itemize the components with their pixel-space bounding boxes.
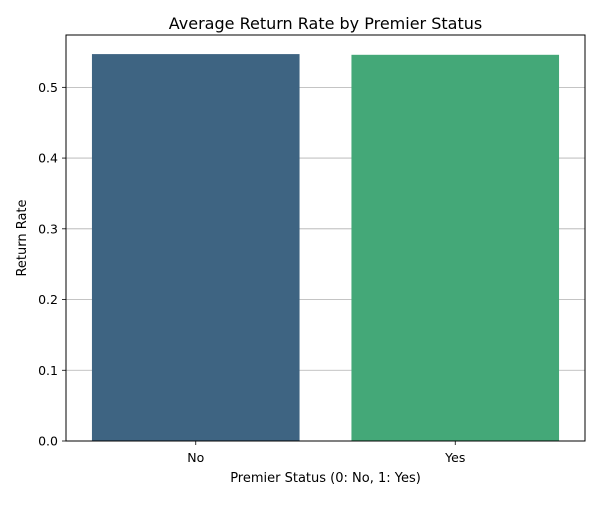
y-axis: 0.0 0.1 0.2 0.3 0.4 0.5 — [38, 80, 66, 449]
y-tick-label: 0.4 — [38, 151, 58, 166]
bar-yes — [351, 54, 560, 442]
y-tick-label: 0.2 — [38, 292, 58, 307]
x-tick-label: No — [187, 450, 204, 465]
bar-no — [91, 54, 300, 441]
x-axis-label: Premier Status (0: No, 1: Yes) — [230, 471, 421, 486]
x-axis: No Yes — [187, 441, 465, 465]
bars — [91, 54, 560, 442]
y-tick-label: 0.3 — [38, 221, 58, 236]
y-tick-label: 0.0 — [38, 434, 58, 449]
y-tick-label: 0.5 — [38, 80, 58, 95]
x-tick-label: Yes — [444, 450, 465, 465]
y-tick-label: 0.1 — [38, 363, 58, 378]
plot-frame — [65, 34, 586, 442]
chart-title: Average Return Rate by Premier Status — [169, 14, 482, 33]
y-axis-label: Return Rate — [15, 199, 30, 276]
